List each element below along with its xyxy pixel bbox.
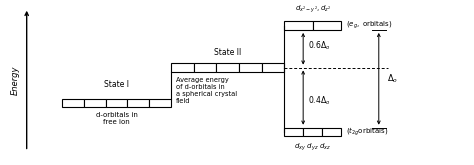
Bar [149, 99, 171, 107]
Text: $0.6\Delta_o$: $0.6\Delta_o$ [308, 39, 330, 52]
Bar [128, 99, 149, 107]
Bar [313, 21, 341, 30]
Bar [284, 128, 303, 136]
Text: $(e_g,$ orbitals$)$: $(e_g,$ orbitals$)$ [346, 20, 392, 31]
Bar [84, 99, 106, 107]
Text: State I: State I [104, 80, 129, 89]
Text: $\Delta_o$: $\Delta_o$ [387, 73, 399, 85]
Text: $0.4\Delta_o$: $0.4\Delta_o$ [308, 95, 330, 107]
Bar [171, 63, 193, 72]
Bar [239, 63, 262, 72]
Text: $d_{xy}$ $d_{yz}$ $d_{xz}$: $d_{xy}$ $d_{yz}$ $d_{xz}$ [294, 141, 331, 153]
Bar [106, 99, 128, 107]
Bar [303, 128, 322, 136]
Bar [62, 99, 84, 107]
Text: Energy: Energy [10, 66, 19, 95]
Text: State II: State II [214, 48, 241, 57]
Text: Average energy
of d-orbitals in
a spherical crystal
field: Average energy of d-orbitals in a spheri… [175, 77, 237, 104]
Text: $(t_{2g}$orbitals$)$: $(t_{2g}$orbitals$)$ [346, 126, 388, 138]
Text: $d_{x^2-y^2},d_{z^2}$: $d_{x^2-y^2},d_{z^2}$ [294, 3, 331, 15]
Bar [322, 128, 341, 136]
Text: d-orbitals in
free ion: d-orbitals in free ion [96, 112, 137, 125]
Bar [262, 63, 284, 72]
Bar [216, 63, 239, 72]
Bar [284, 21, 313, 30]
Bar [193, 63, 216, 72]
